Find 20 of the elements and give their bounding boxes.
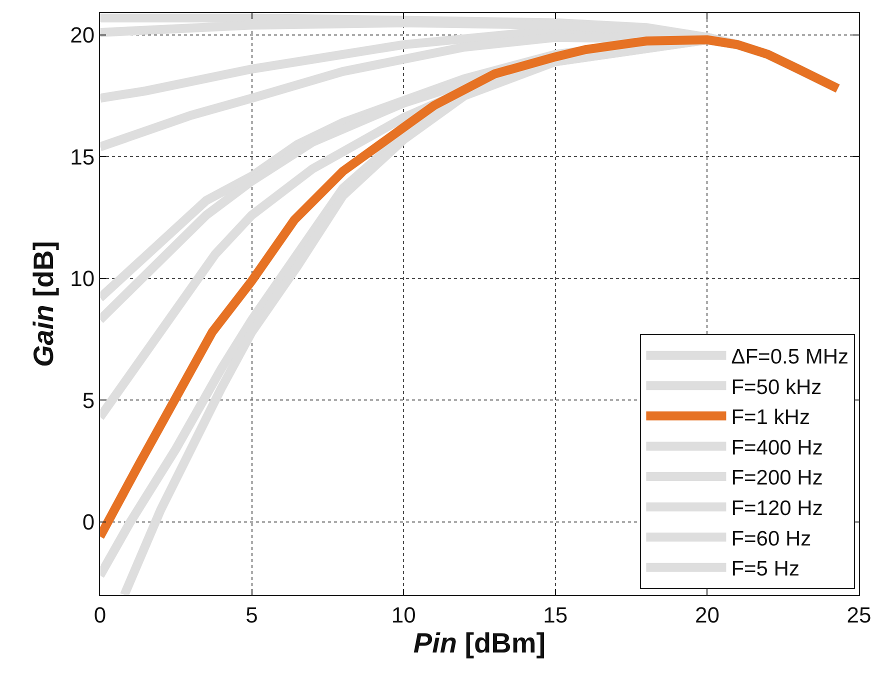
x-tick-label: 10: [391, 602, 416, 628]
legend-label: F=1 kHz: [731, 406, 810, 430]
x-axis-title: Pin [dBm]: [413, 627, 546, 658]
y-tick-label: 10: [70, 266, 95, 292]
x-tick-label: 25: [846, 602, 872, 628]
legend-label: F=200 Hz: [731, 466, 823, 490]
legend-label: F=400 Hz: [731, 436, 823, 460]
x-tick-label: 20: [694, 602, 720, 628]
y-tick-label: 20: [70, 22, 95, 48]
y-tick-label: 15: [70, 144, 95, 170]
y-tick-label: 5: [82, 388, 95, 413]
legend-label: F=60 Hz: [731, 527, 812, 550]
legend-label: F=50 kHz: [731, 376, 822, 399]
x-tick-label: 5: [246, 602, 258, 628]
y-tick-label: 0: [82, 510, 95, 535]
x-tick-label: 15: [543, 602, 568, 628]
legend-label: F=120 Hz: [731, 497, 823, 520]
legend-label: F=5 Hz: [731, 558, 800, 581]
y-axis-title: Gain [dB]: [28, 241, 59, 367]
legend-label: ΔF=0.5 MHz: [731, 346, 849, 369]
